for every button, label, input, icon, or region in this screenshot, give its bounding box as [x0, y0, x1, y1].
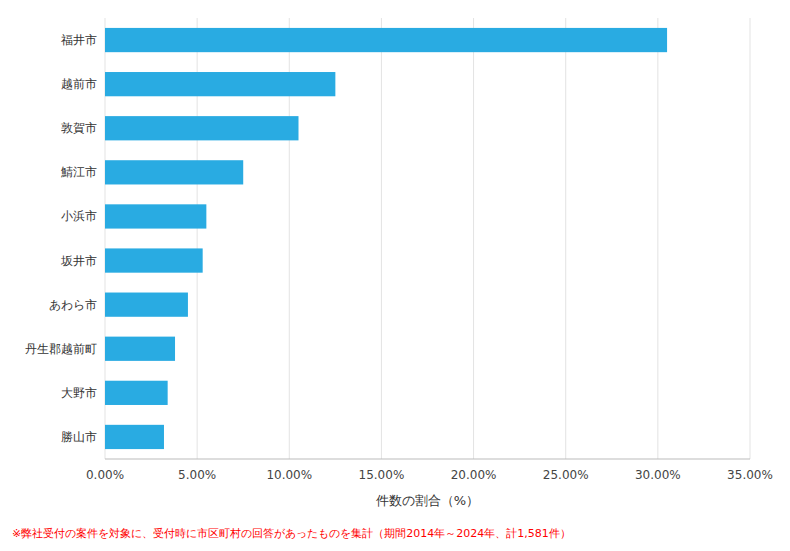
grid-line: [381, 18, 382, 459]
bar: [105, 337, 175, 361]
grid-line: [657, 18, 658, 459]
x-tick-label: 20.00%: [451, 468, 497, 482]
category-label: 福井市: [61, 33, 97, 47]
grid-line: [750, 18, 751, 459]
x-axis-line: [105, 459, 750, 460]
category-label: あわら市: [49, 298, 97, 312]
x-tick-label: 0.00%: [86, 468, 124, 482]
bar: [105, 381, 168, 405]
bar: [105, 28, 667, 52]
x-tick-label: 15.00%: [359, 468, 405, 482]
footnote: ※弊社受付の案件を対象に、受付時に市区町村の回答があったものを集計（期間2014…: [12, 527, 571, 540]
chart: 0.00% 5.00% 10.00% 15.00% 20.00% 25.00% 30.00%…: [0, 0, 790, 551]
category-label: 小浜市: [61, 209, 97, 223]
y-ticks: 福井市越前市敦賀市鯖江市小浜市坂井市あわら市丹生郡越前町大野市勝山市: [25, 33, 97, 444]
x-tick-label: 10.00%: [266, 468, 312, 482]
bar: [105, 204, 206, 228]
bar: [105, 248, 203, 272]
x-tick-label: 30.00%: [635, 468, 681, 482]
grid: [105, 18, 750, 459]
bar: [105, 160, 243, 184]
grid-line: [473, 18, 474, 459]
category-label: 丹生郡越前町: [25, 342, 97, 356]
x-tick-label: 25.00%: [543, 468, 589, 482]
category-label: 鯖江市: [61, 165, 97, 179]
category-label: 勝山市: [61, 430, 97, 444]
category-label: 坂井市: [60, 254, 97, 268]
bar: [105, 72, 335, 96]
x-axis-label: 件数の割合（%）: [376, 493, 479, 508]
category-label: 越前市: [61, 77, 97, 91]
bar: [105, 425, 164, 449]
bar: [105, 293, 188, 317]
x-tick-label: 5.00%: [178, 468, 216, 482]
x-ticks: 0.00% 5.00% 10.00% 15.00% 20.00% 25.00% 30.00%…: [86, 468, 773, 482]
bars: [105, 28, 667, 449]
category-label: 大野市: [61, 386, 97, 400]
x-tick-label: 35.00%: [727, 468, 773, 482]
category-label: 敦賀市: [61, 121, 97, 135]
grid-line: [565, 18, 566, 459]
bar: [105, 116, 299, 140]
